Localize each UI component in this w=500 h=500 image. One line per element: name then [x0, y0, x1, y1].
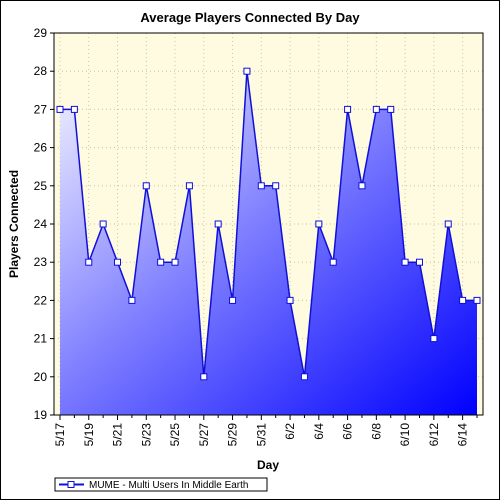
data-point-marker: [243, 67, 251, 75]
x-axis-label: Day: [257, 458, 279, 472]
data-point-marker: [214, 220, 222, 228]
data-point-marker: [401, 258, 409, 266]
y-tick-label: 23: [34, 255, 48, 269]
y-tick-label: 26: [34, 141, 48, 155]
data-point-marker: [128, 296, 136, 304]
x-tick-label: 5/21: [111, 423, 125, 447]
x-tick-label: 5/27: [197, 423, 211, 447]
data-point-marker: [114, 258, 122, 266]
x-tick-label: 5/31: [254, 423, 268, 447]
x-tick-label: 5/25: [168, 423, 182, 447]
x-axis-ticks: 5/17 5/19 5/21 5/23 5/25 5/27 5/29 5/31 6/2 6/4 6/…: [53, 415, 478, 447]
x-tick-label: 6/10: [398, 423, 412, 447]
data-point-marker: [99, 220, 107, 228]
x-tick-label: 6/6: [341, 423, 355, 440]
legend: MUME - Multi Users In Middle Earth: [54, 477, 268, 492]
chart-title: Average Players Connected By Day: [140, 10, 360, 25]
data-point-marker: [387, 105, 395, 113]
data-point-marker: [430, 335, 438, 343]
series-area: [60, 71, 477, 415]
data-point-marker: [415, 258, 423, 266]
series-markers: [56, 67, 481, 381]
y-tick-label: 25: [34, 179, 48, 193]
y-tick-label: 29: [34, 26, 48, 40]
data-point-marker: [200, 373, 208, 381]
data-point-marker: [229, 296, 237, 304]
y-tick-label: 20: [34, 370, 48, 384]
y-axis-ticks: 19 20 21 22 23 24 25 26 27 28 29: [34, 26, 54, 422]
x-tick-label: 6/14: [456, 423, 470, 447]
y-tick-label: 24: [34, 217, 48, 231]
data-point-marker: [372, 105, 380, 113]
legend-box: [54, 477, 268, 492]
data-point-marker: [358, 182, 366, 190]
x-tick-label: 5/29: [226, 423, 240, 447]
data-point-marker: [444, 220, 452, 228]
data-point-marker: [300, 373, 308, 381]
data-point-marker: [344, 105, 352, 113]
legend-entry: MUME - Multi Users In Middle Earth: [89, 480, 248, 491]
data-point-marker: [257, 182, 265, 190]
data-point-marker: [142, 182, 150, 190]
data-point-marker: [315, 220, 323, 228]
x-tick-label: 6/8: [369, 423, 383, 440]
data-point-marker: [272, 182, 280, 190]
legend-marker-swatch: [67, 481, 75, 488]
y-tick-label: 19: [34, 408, 48, 422]
data-point-marker: [171, 258, 179, 266]
y-tick-label: 28: [34, 64, 48, 78]
x-tick-label: 5/19: [82, 423, 96, 447]
data-point-marker: [185, 182, 193, 190]
y-axis-label: Players Connected: [7, 170, 21, 278]
y-tick-label: 21: [34, 332, 48, 346]
x-tick-label: 5/17: [53, 423, 67, 447]
y-tick-label: 27: [34, 102, 48, 116]
data-point-marker: [56, 105, 64, 113]
data-point-marker: [286, 296, 294, 304]
data-point-marker: [459, 296, 467, 304]
x-tick-label: 5/23: [139, 423, 153, 447]
data-point-marker: [329, 258, 337, 266]
data-point-marker: [70, 105, 78, 113]
x-tick-label: 6/2: [283, 423, 297, 440]
data-point-marker: [85, 258, 93, 266]
x-tick-label: 6/4: [312, 423, 326, 440]
y-tick-label: 22: [34, 293, 48, 307]
x-tick-label: 6/12: [427, 423, 441, 447]
data-point-marker: [473, 296, 481, 304]
data-point-marker: [157, 258, 165, 266]
